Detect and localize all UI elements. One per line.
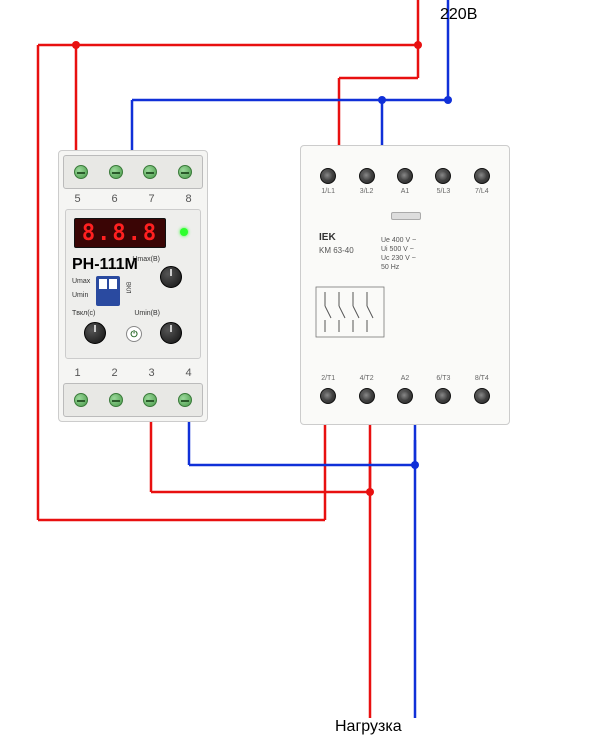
ct-bot-lbl: 4/T2 bbox=[347, 375, 385, 382]
ct-top-lbl: 5/L3 bbox=[424, 188, 462, 195]
contactor-term-a1 bbox=[397, 168, 413, 184]
relay-terminal-6 bbox=[109, 165, 123, 179]
relay-top-num: 7 bbox=[148, 193, 154, 205]
relay-top-num: 6 bbox=[111, 193, 117, 205]
contactor-model-label: KM 63-40 bbox=[319, 246, 354, 256]
relay-bot-num: 2 bbox=[111, 367, 117, 379]
knob-umin bbox=[160, 322, 182, 344]
contactor-specs: Ue 400 V ~ Ui 500 V ~ Uc 230 V ~ 50 Hz bbox=[381, 236, 416, 272]
ct-bot-lbl: 2/T1 bbox=[309, 375, 347, 382]
dip-switch bbox=[96, 276, 120, 306]
relay-terminal-8 bbox=[178, 165, 192, 179]
contactor-schematic-icon bbox=[315, 286, 385, 338]
ct-bot-lbl: A2 bbox=[386, 375, 424, 382]
contactor-term-8t4 bbox=[474, 388, 490, 404]
contactor-brand: IEK bbox=[319, 232, 336, 243]
manufacturer-logo: ⏻ bbox=[126, 326, 142, 342]
contactor-term-7l4 bbox=[474, 168, 490, 184]
relay-terminal-7 bbox=[143, 165, 157, 179]
knob-umax bbox=[160, 266, 182, 288]
relay-bot-num: 1 bbox=[74, 367, 80, 379]
knob-tvkl-label: Tвкл(c) bbox=[72, 310, 95, 318]
relay-display: 8.8.8 bbox=[74, 218, 166, 248]
relay-terminal-1 bbox=[74, 393, 88, 407]
ct-top-lbl: 3/L2 bbox=[347, 188, 385, 195]
contactor-term-a2 bbox=[397, 388, 413, 404]
dip-onoff-label: ВКЛ bbox=[124, 282, 131, 293]
contactor-term-1l1 bbox=[320, 168, 336, 184]
relay-model-label: РН-111М bbox=[72, 256, 138, 274]
contactor-term-2t1 bbox=[320, 388, 336, 404]
load-label: Нагрузка bbox=[335, 718, 402, 736]
relay-terminal-3 bbox=[143, 393, 157, 407]
ct-bot-lbl: 6/T3 bbox=[424, 375, 462, 382]
ct-top-lbl: 7/L4 bbox=[463, 188, 501, 195]
relay-terminal-2 bbox=[109, 393, 123, 407]
knob-tvkl bbox=[84, 322, 106, 344]
dip-umax-label: Umax bbox=[72, 278, 90, 286]
relay-bot-num: 3 bbox=[148, 367, 154, 379]
status-led bbox=[180, 228, 188, 236]
contactor-term-5l3 bbox=[435, 168, 451, 184]
ct-top-lbl: A1 bbox=[386, 188, 424, 195]
contactor-term-3l2 bbox=[359, 168, 375, 184]
dip-umin-label: Umin bbox=[72, 292, 88, 300]
supply-label: 220В bbox=[440, 6, 477, 24]
contactor-term-6t3 bbox=[435, 388, 451, 404]
indicator-slot bbox=[391, 212, 421, 220]
knob-umax-label: Umax(В) bbox=[132, 256, 160, 264]
relay-terminal-4 bbox=[178, 393, 192, 407]
contactor: 1/L1 3/L2 A1 5/L3 7/L4 IEK KM 63-40 Ue 4… bbox=[300, 145, 510, 425]
contactor-term-4t2 bbox=[359, 388, 375, 404]
relay-terminal-5 bbox=[74, 165, 88, 179]
relay-top-num: 5 bbox=[74, 193, 80, 205]
ct-bot-lbl: 8/T4 bbox=[463, 375, 501, 382]
relay-bot-num: 4 bbox=[185, 367, 191, 379]
voltage-relay: 5 6 7 8 8.8.8 РН-111М Umax Umin ВКЛ Umax… bbox=[58, 150, 208, 422]
ct-top-lbl: 1/L1 bbox=[309, 188, 347, 195]
relay-top-num: 8 bbox=[185, 193, 191, 205]
knob-umin-label: Umin(В) bbox=[134, 310, 160, 318]
